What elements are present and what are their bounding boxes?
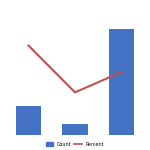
Bar: [109, 29, 134, 135]
Bar: [62, 124, 88, 135]
Bar: [16, 106, 41, 135]
Legend: Count, Percent: Count, Percent: [45, 141, 105, 148]
